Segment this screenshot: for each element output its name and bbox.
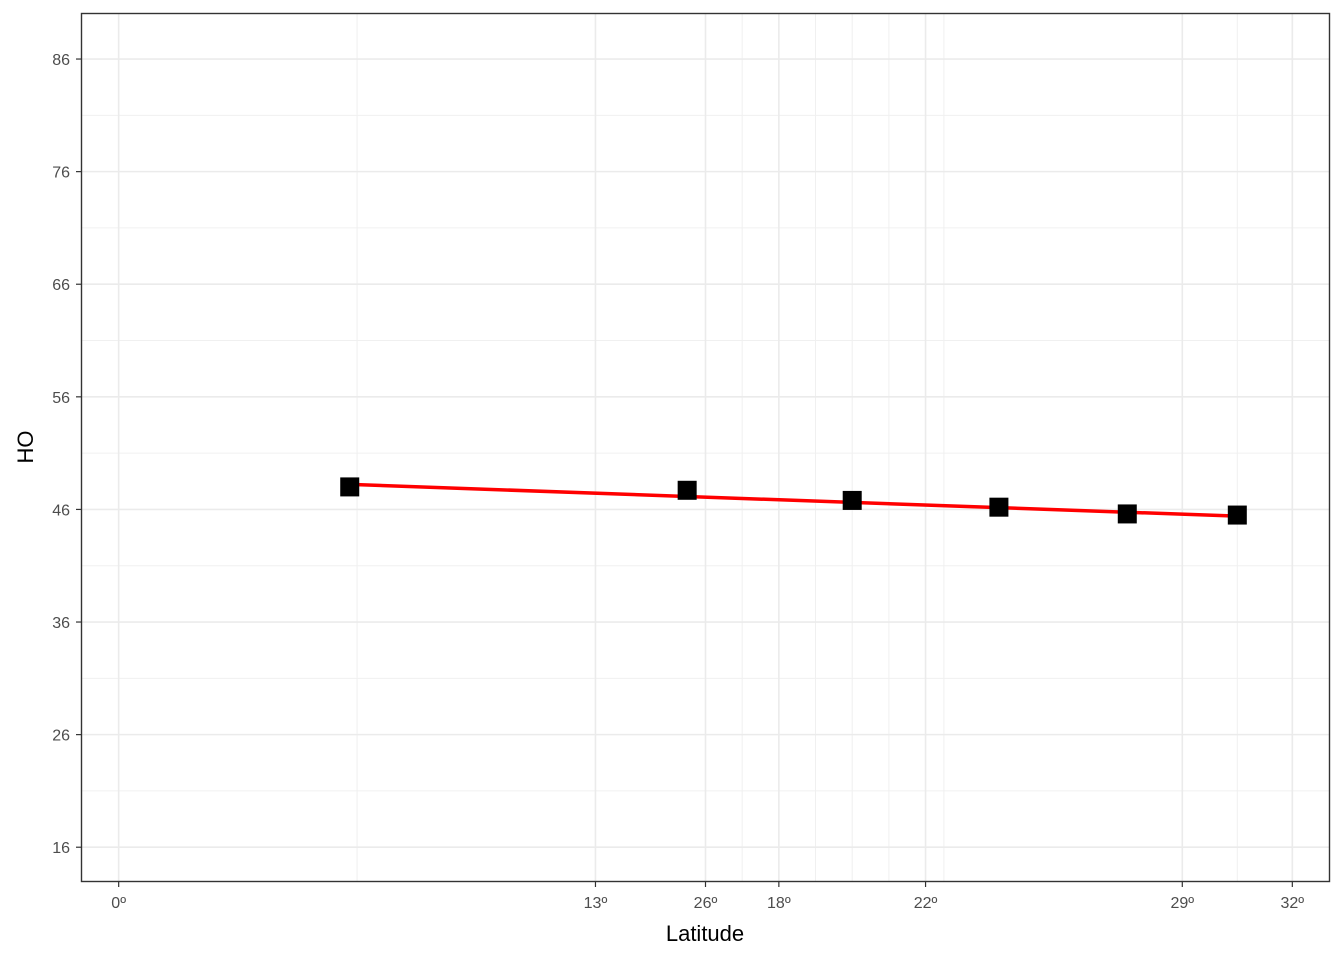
- points-layer: [340, 477, 1247, 525]
- x-tick-label: 18º: [767, 895, 791, 912]
- x-axis-title: Latitude: [666, 921, 744, 946]
- y-tick-label: 56: [52, 390, 70, 407]
- grid-layer: [82, 14, 1329, 881]
- axis-layer: 16 26 36 46 56 66 76 86 0º 13º 26º 18º 22º 29º 32º: [52, 52, 1304, 912]
- trend-layer: [357, 482, 1238, 518]
- trend-line: [357, 482, 1238, 518]
- data-point: [842, 490, 862, 510]
- y-tick-label: 46: [52, 502, 70, 519]
- x-tick-label: 29º: [1170, 895, 1194, 912]
- y-tick-label: 26: [52, 728, 70, 745]
- x-tick-label: 32º: [1281, 895, 1305, 912]
- data-point: [1227, 505, 1247, 525]
- x-tick-label: 22º: [914, 895, 938, 912]
- data-point: [677, 480, 697, 500]
- x-tick-label: 0º: [111, 895, 126, 912]
- y-tick-label: 16: [52, 840, 70, 857]
- data-point: [1117, 504, 1137, 524]
- data-point: [340, 477, 360, 497]
- y-tick-label: 86: [52, 52, 70, 69]
- y-tick-label: 76: [52, 165, 70, 182]
- data-point: [989, 497, 1009, 517]
- y-tick-label: 66: [52, 277, 70, 294]
- y-tick-label: 36: [52, 615, 70, 632]
- x-tick-label: 26º: [694, 895, 718, 912]
- x-tick-label: 13º: [584, 895, 608, 912]
- y-axis-title: HO: [13, 431, 38, 464]
